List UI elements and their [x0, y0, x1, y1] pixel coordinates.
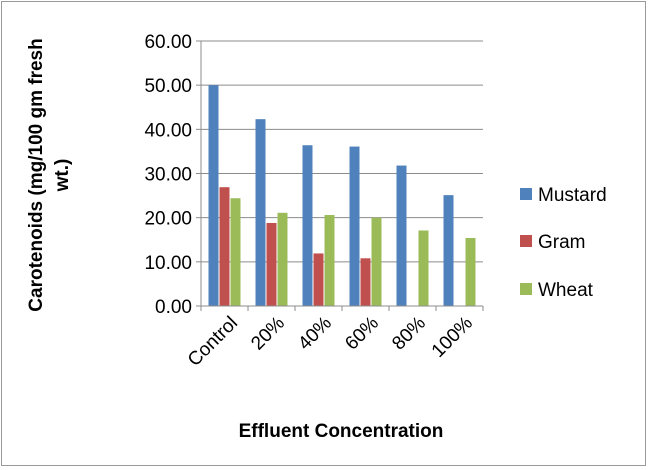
- x-tick-label: Control: [184, 313, 242, 371]
- legend-label-mustard: Mustard: [538, 185, 607, 206]
- y-tick-label: 10.00: [144, 253, 192, 274]
- bar-wheat: [465, 237, 476, 306]
- y-tick-label: 60.00: [144, 32, 192, 53]
- y-tick-label: 50.00: [144, 76, 192, 97]
- x-tick-label: 20%: [247, 313, 289, 355]
- bar-mustard: [443, 195, 454, 306]
- y-axis-title-line2: wt.): [52, 159, 73, 193]
- x-tick-label: 60%: [341, 313, 383, 355]
- bar-wheat: [230, 198, 241, 306]
- x-tick-label: 100%: [428, 313, 477, 362]
- legend: Mustard Gram Wheat: [520, 185, 607, 301]
- legend-label-gram: Gram: [538, 232, 586, 253]
- bars: [208, 85, 476, 307]
- bar-gram: [313, 253, 324, 306]
- y-axis-title-line1: Carotenoids (mg/100 gm fresh: [26, 38, 47, 311]
- bar-mustard: [208, 85, 219, 307]
- y-tick-label: 0.00: [155, 297, 192, 318]
- bar-mustard: [396, 165, 407, 306]
- y-tick-label: 20.00: [144, 209, 192, 230]
- y-tick-label: 40.00: [144, 120, 192, 141]
- bar-gram: [219, 187, 230, 306]
- x-axis-title: Effluent Concentration: [239, 421, 444, 442]
- gridlines: [201, 40, 483, 263]
- bar-mustard: [349, 146, 360, 306]
- bar-wheat: [418, 230, 429, 306]
- bar-wheat: [324, 215, 335, 306]
- x-tick-label: 80%: [388, 313, 430, 355]
- legend-swatch-wheat: [520, 283, 532, 295]
- bar-mustard: [255, 119, 266, 306]
- bar-wheat: [277, 212, 288, 306]
- y-axis-ticks: 0.00 10.00 20.00 30.00 40.00 50.00 60.00: [144, 32, 201, 318]
- y-tick-label: 30.00: [144, 165, 192, 186]
- x-tick-label: 40%: [294, 313, 336, 355]
- bar-gram: [360, 258, 371, 306]
- x-axis-ticks: Control 20% 40% 60% 80%100%: [184, 306, 484, 371]
- bar-gram: [266, 222, 277, 306]
- legend-swatch-mustard: [520, 188, 532, 200]
- legend-swatch-gram: [520, 235, 532, 247]
- legend-label-wheat: Wheat: [538, 280, 594, 301]
- bar-wheat: [371, 217, 382, 306]
- bar-mustard: [302, 145, 313, 306]
